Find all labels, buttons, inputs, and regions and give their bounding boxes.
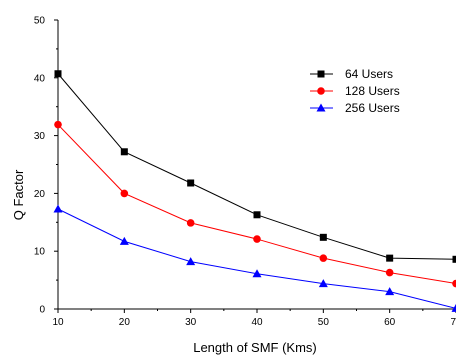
- x-tick-label: 20: [119, 317, 131, 328]
- axes: [57, 20, 456, 310]
- x-axis-title: Length of SMF (Kms): [193, 340, 317, 355]
- legend-item: 256 Users: [310, 101, 400, 115]
- data-point: [120, 189, 129, 198]
- x-tick-label: 60: [384, 317, 396, 328]
- data-point: [119, 236, 129, 245]
- legend: 64 Users 128 Users 256 Users: [310, 67, 400, 115]
- data-point: [452, 255, 456, 263]
- legend-item: 128 Users: [310, 84, 400, 98]
- x-tick-label: 50: [318, 317, 330, 328]
- y-tick-label: 30: [34, 131, 46, 142]
- y-axis-ticks: 0 10 20 30 40 50: [34, 16, 58, 316]
- x-tick-label: 30: [185, 317, 197, 328]
- data-point: [386, 254, 394, 262]
- data-point: [319, 233, 327, 241]
- data-point: [319, 254, 328, 262]
- x-tick-label: 10: [52, 317, 64, 328]
- legend-label: 64 Users: [345, 67, 393, 81]
- legend-marker: [317, 70, 325, 78]
- y-tick-label: 10: [34, 247, 46, 258]
- data-point: [253, 235, 261, 243]
- y-tick-label: 40: [34, 73, 46, 84]
- data-point: [253, 211, 261, 219]
- data-point: [187, 179, 195, 187]
- legend-item: 64 Users: [310, 67, 393, 81]
- legend-marker: [317, 87, 325, 95]
- legend-label: 256 Users: [345, 101, 400, 115]
- series-layer: [53, 70, 456, 312]
- data-point: [318, 279, 328, 288]
- y-tick-label: 0: [39, 305, 45, 316]
- y-axis-title: Q Factor: [11, 169, 26, 220]
- y-tick-label: 50: [34, 16, 46, 27]
- series-3: [53, 204, 456, 312]
- data-point: [451, 303, 456, 312]
- data-point: [53, 204, 63, 213]
- x-tick-label: 40: [251, 317, 263, 328]
- data-point: [54, 120, 62, 129]
- legend-marker: [316, 103, 326, 112]
- series-2: [54, 120, 456, 288]
- data-point: [385, 268, 394, 277]
- y-tick-label: 20: [34, 189, 46, 200]
- series-1: [54, 70, 456, 263]
- data-point: [54, 70, 62, 78]
- data-point: [452, 279, 456, 288]
- data-point: [120, 148, 128, 156]
- series-line: [57, 124, 456, 285]
- data-point: [186, 257, 196, 266]
- data-point: [186, 219, 195, 227]
- data-point: [252, 269, 262, 278]
- data-point: [385, 287, 395, 296]
- x-tick-label: 70: [450, 317, 456, 328]
- legend-label: 128 Users: [345, 84, 400, 98]
- x-axis-ticks: 10 20 30 40 50 60 70: [52, 309, 456, 328]
